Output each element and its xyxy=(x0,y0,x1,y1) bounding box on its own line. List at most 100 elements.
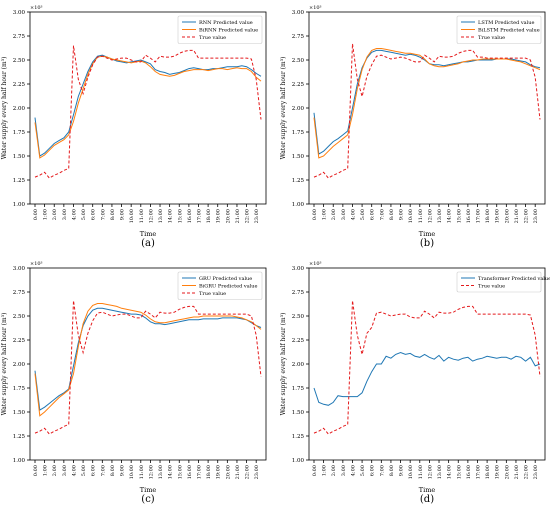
x-tick-label: 23:00 xyxy=(533,209,539,223)
x-tick-label: 15:00 xyxy=(456,209,462,223)
x-tick-label: 11:00 xyxy=(418,465,424,479)
exponent-label: ×10³ xyxy=(309,261,322,267)
x-tick-label: 7:00 xyxy=(379,465,385,476)
y-tick-label: 1.50 xyxy=(292,410,305,416)
x-tick-label: 20:00 xyxy=(225,465,231,479)
legend-entry: True value xyxy=(199,291,226,297)
y-tick-label: 1.75 xyxy=(13,386,26,392)
x-tick-label: 20:00 xyxy=(504,209,510,223)
x-tick-label: 22:00 xyxy=(245,465,251,479)
legend-entry: True value xyxy=(199,35,226,41)
y-tick-label: 1.25 xyxy=(13,434,26,440)
legend-box xyxy=(456,271,542,293)
y-tick-label: 2.50 xyxy=(292,58,305,64)
series-line-bilstm-predicted-value xyxy=(313,48,541,159)
panel-label: (c) xyxy=(141,494,155,505)
x-tick-label: 8:00 xyxy=(389,465,395,476)
x-tick-label: 1:00 xyxy=(43,465,49,476)
x-tick-label: 18:00 xyxy=(206,465,212,479)
series-line-rnn-predicted-value xyxy=(34,54,262,157)
plot-frame xyxy=(308,267,546,461)
y-tick-label: 2.25 xyxy=(292,82,305,88)
legend-entry: BiRNN Predicted value xyxy=(199,28,258,34)
x-tick-label: 22:00 xyxy=(524,465,530,479)
y-tick-label: 2.00 xyxy=(292,362,305,368)
x-tick-label: 11:00 xyxy=(139,465,145,479)
x-tick-label: 2:00 xyxy=(331,465,337,476)
x-tick-label: 4:00 xyxy=(71,465,77,476)
y-tick-label: 1.00 xyxy=(13,458,26,464)
x-tick-label: 6:00 xyxy=(370,465,376,476)
chart-panel-d: 1.00 1.25 1.50 1.75 2.00 2.25 2.50 2.75 3.00 0:00… xyxy=(280,261,550,505)
x-tick-label: 20:00 xyxy=(504,465,510,479)
series-line-birnn-predicted-value xyxy=(34,55,262,159)
x-tick-label: 16:00 xyxy=(466,465,472,479)
x-tick-label: 4:00 xyxy=(71,209,77,220)
y-axis-label: Water supply every half hour (m³) xyxy=(280,313,287,416)
y-tick-label: 2.75 xyxy=(13,290,26,296)
x-tick-label: 4:00 xyxy=(350,465,356,476)
x-tick-label: 12:00 xyxy=(148,209,154,223)
legend-entry: RNN Predicted value xyxy=(199,20,253,26)
x-tick-label: 2:00 xyxy=(52,465,58,476)
x-axis-label: Time xyxy=(140,230,157,238)
series-line-true-value xyxy=(313,300,541,435)
y-tick-label: 2.00 xyxy=(13,106,26,112)
x-tick-label: 13:00 xyxy=(158,209,164,223)
x-tick-label: 13:00 xyxy=(437,465,443,479)
y-tick-label: 1.75 xyxy=(292,130,305,136)
y-tick-label: 2.25 xyxy=(292,338,305,344)
y-tick-label: 3.00 xyxy=(292,266,305,272)
y-tick-label: 2.25 xyxy=(13,338,26,344)
x-tick-label: 5:00 xyxy=(360,465,366,476)
legend: LSTM Predicted value BiLSTM Predicted val… xyxy=(456,15,542,44)
panel-label: (d) xyxy=(420,494,434,505)
x-tick-label: 17:00 xyxy=(196,209,202,223)
x-tick-label: 19:00 xyxy=(495,209,501,223)
x-tick-label: 12:00 xyxy=(427,465,433,479)
y-tick-label: 1.00 xyxy=(292,202,305,208)
x-tick-label: 14:00 xyxy=(447,209,453,223)
chart-panel-a: 1.00 1.25 1.50 1.75 2.00 2.25 2.50 2.75 3.00 0:00… xyxy=(1,5,267,249)
x-tick-label: 17:00 xyxy=(475,209,481,223)
x-tick-label: 0:00 xyxy=(33,465,39,476)
x-tick-label: 7:00 xyxy=(100,209,106,220)
x-tick-label: 5:00 xyxy=(81,465,87,476)
x-tick-label: 1:00 xyxy=(322,465,328,476)
panel-label: (a) xyxy=(141,238,155,249)
legend-entry: GRU Predicted value xyxy=(199,276,252,282)
x-tick-label: 22:00 xyxy=(524,209,530,223)
y-axis-label: Water supply every half hour (m³) xyxy=(1,57,8,160)
x-tick-label: 18:00 xyxy=(206,209,212,223)
x-tick-label: 0:00 xyxy=(33,209,39,220)
exponent-label: ×10³ xyxy=(30,261,43,267)
series-line-bigru-predicted-value xyxy=(34,303,262,417)
y-tick-label: 1.00 xyxy=(292,458,305,464)
y-tick-label: 1.50 xyxy=(13,410,26,416)
legend: RNN Predicted value BiRNN Predicted value… xyxy=(177,15,263,44)
x-tick-label: 10:00 xyxy=(408,465,414,479)
x-tick-label: 21:00 xyxy=(235,465,241,479)
y-tick-label: 3.00 xyxy=(13,266,26,272)
legend-box xyxy=(456,15,542,44)
x-tick-label: 17:00 xyxy=(196,465,202,479)
series-line-true-value xyxy=(34,45,262,179)
x-tick-label: 5:00 xyxy=(360,209,366,220)
legend-box xyxy=(177,271,263,300)
y-tick-label: 2.75 xyxy=(292,290,305,296)
x-tick-label: 3:00 xyxy=(341,209,347,220)
y-tick-label: 3.00 xyxy=(13,10,26,16)
x-tick-label: 23:00 xyxy=(533,465,539,479)
legend-entry: LSTM Predicted value xyxy=(478,20,534,26)
x-tick-label: 13:00 xyxy=(437,209,443,223)
x-tick-label: 11:00 xyxy=(139,209,145,223)
x-tick-label: 14:00 xyxy=(168,465,174,479)
x-tick-label: 7:00 xyxy=(379,209,385,220)
series-line-lstm-predicted-value xyxy=(313,49,541,155)
x-tick-label: 13:00 xyxy=(158,465,164,479)
x-tick-label: 9:00 xyxy=(399,209,405,220)
y-tick-label: 1.75 xyxy=(13,130,26,136)
x-tick-label: 0:00 xyxy=(312,465,318,476)
series-line-transformer-predicted-value xyxy=(313,351,541,406)
x-tick-label: 19:00 xyxy=(495,465,501,479)
